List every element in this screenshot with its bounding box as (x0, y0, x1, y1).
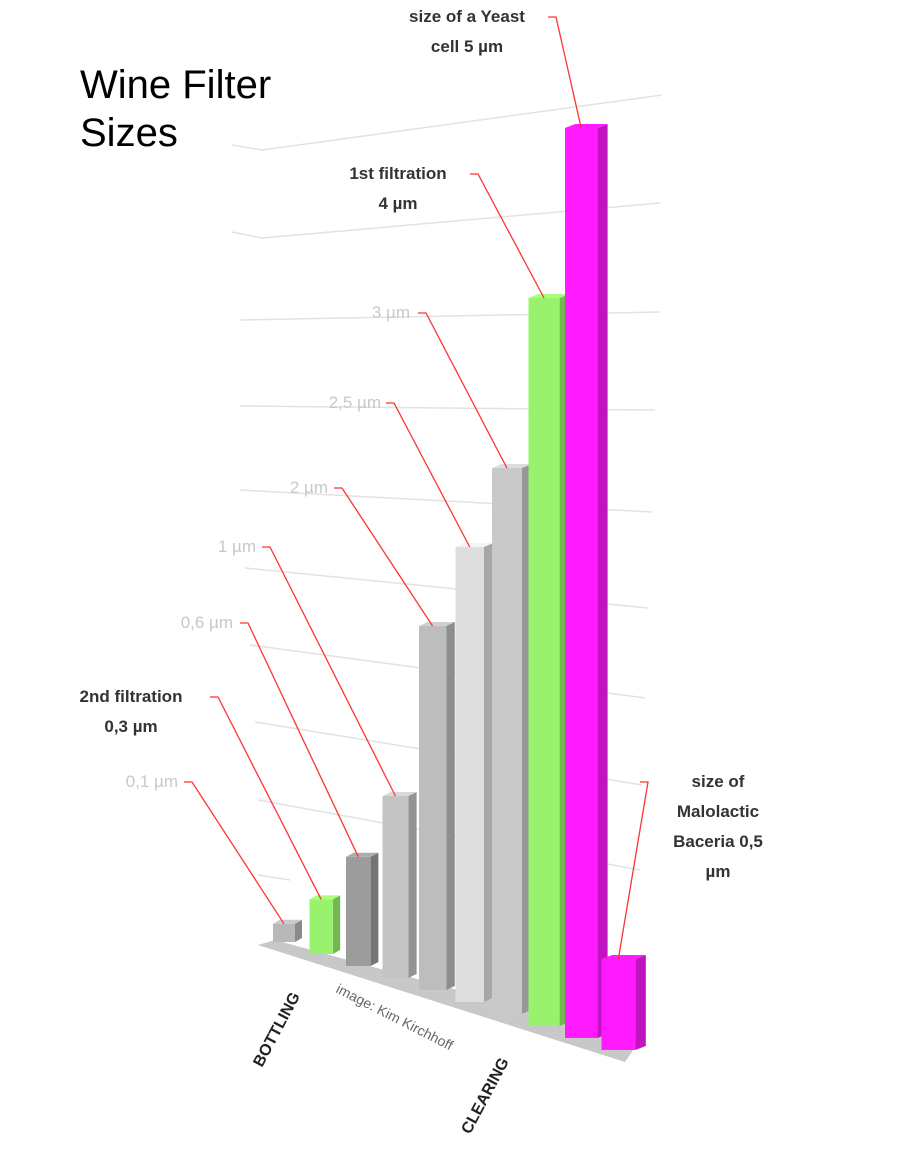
bar-side (332, 895, 341, 954)
data-label: 0,1 µm (126, 772, 178, 791)
bar-side (446, 622, 455, 990)
floor (258, 940, 640, 1062)
bar-top (455, 543, 493, 547)
leader-line (386, 402, 471, 548)
bar-top (346, 852, 379, 857)
bar-top (565, 124, 608, 128)
data-label: 1 µm (218, 537, 256, 556)
chart-title: Wine Filter Sizes (80, 63, 271, 155)
leader-line (184, 781, 285, 925)
bar-top (528, 294, 570, 298)
bar-top (309, 895, 341, 900)
bar-top (492, 464, 532, 468)
leader-line (262, 546, 397, 797)
axis-label: CLEARING (459, 1055, 513, 1137)
bar-side (295, 919, 302, 942)
data-label: 1st filtration 4 µm (349, 164, 446, 213)
bar (419, 626, 447, 990)
bar (309, 899, 333, 954)
leader-line (240, 622, 359, 858)
bar-side (597, 124, 608, 1038)
leader-line (470, 173, 545, 299)
leader-line (617, 781, 649, 960)
bar (528, 298, 560, 1026)
data-label: 2,5 µm (329, 393, 381, 412)
bar-side (484, 543, 493, 1002)
data-label: 3 µm (372, 303, 410, 322)
bar (492, 468, 522, 1014)
bar (601, 959, 636, 1050)
leader-line (418, 312, 508, 469)
bar (565, 128, 598, 1038)
bar (273, 923, 295, 942)
bar-side (370, 852, 379, 966)
data-label: 0,6 µm (181, 613, 233, 632)
data-label: 2 µm (290, 478, 328, 497)
leader-line (210, 696, 322, 900)
bar-side (408, 792, 417, 978)
data-label: size of Malolactic Baceria 0,5 µm (673, 772, 763, 881)
data-label: size of a Yeast cell 5 µm (409, 7, 525, 56)
data-label: 2nd filtration 0,3 µm (80, 687, 183, 736)
bar-top (601, 955, 646, 959)
leader-line (334, 487, 434, 627)
leader-line (548, 16, 582, 129)
axis-label: BOTTLING (251, 990, 304, 1070)
bar (346, 856, 371, 966)
bar (382, 796, 409, 978)
bar-top (273, 919, 302, 924)
bar-top (419, 622, 455, 626)
bar-side (635, 955, 646, 1050)
bar-top (382, 792, 417, 796)
bar (455, 547, 484, 1002)
